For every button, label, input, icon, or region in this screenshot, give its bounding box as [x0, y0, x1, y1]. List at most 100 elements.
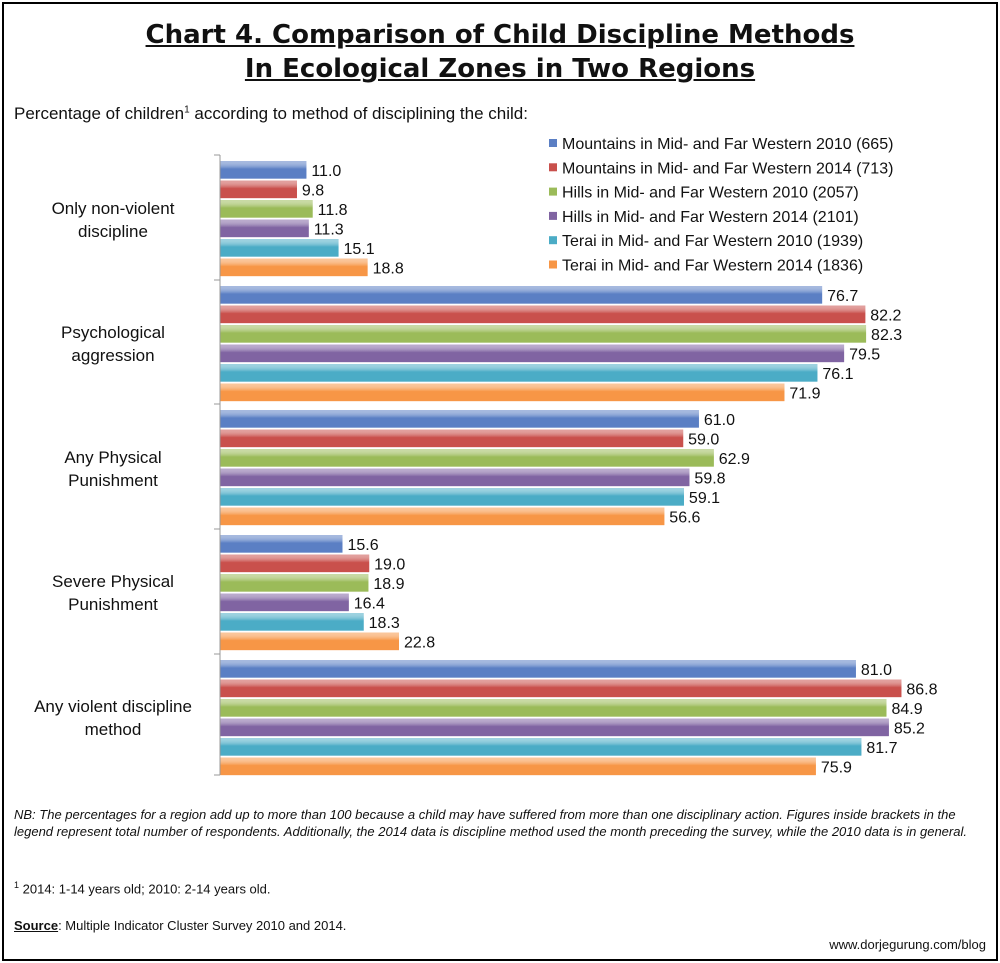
bar-shading [220, 200, 313, 218]
bar-shading [220, 554, 370, 573]
bar-shading [220, 593, 349, 612]
category-label: Any violent discipline method [34, 697, 192, 739]
bar-shading [220, 660, 856, 678]
legend-label: Mountains in Mid- and Far Western 2010 (… [562, 136, 893, 153]
data-label: 82.2 [870, 307, 901, 324]
bar-shading [220, 258, 368, 277]
category-label-line: Any Physical [64, 448, 161, 467]
bar-shading [220, 449, 714, 467]
legend-swatch [549, 236, 557, 245]
legend-swatch [549, 139, 557, 147]
bar-shading [220, 364, 818, 382]
bar-shading [220, 239, 339, 257]
category-label-line: Psychological [61, 323, 165, 342]
subtitle-text-rest: according to method of disciplining the … [189, 104, 528, 123]
blog-url: www.dorjegurung.com/blog [829, 937, 986, 952]
nb-note: NB: The percentages for a region add up … [14, 807, 967, 839]
bar-shading [220, 286, 823, 304]
legend-swatch [549, 211, 557, 220]
bar-shading [220, 507, 665, 526]
category-label-line: discipline [78, 222, 148, 241]
bar-shading [220, 468, 690, 487]
data-label: 18.9 [373, 576, 404, 593]
data-label: 81.0 [861, 662, 892, 679]
data-label: 22.8 [404, 634, 435, 651]
bar-shading [220, 535, 343, 553]
data-label: 15.1 [344, 241, 375, 258]
data-label: 59.1 [689, 490, 720, 507]
category-label: Any Physical Punishment [64, 448, 161, 490]
data-label: 71.9 [789, 385, 820, 402]
data-label: 11.8 [318, 202, 348, 219]
subtitle-text: Percentage of children [14, 104, 185, 123]
bar-shading [220, 429, 684, 448]
bar-shading [220, 219, 309, 238]
legend-label: Hills in Mid- and Far Western 2010 (2057… [562, 185, 859, 202]
bar-shading [220, 180, 297, 199]
data-label: 85.2 [894, 720, 925, 737]
chart-subtitle: Percentage of children1 according to met… [14, 104, 528, 124]
bar-shading [220, 344, 845, 363]
footnote-mark: 1 [14, 880, 20, 890]
bar-shading [220, 325, 867, 343]
bar-shading [220, 410, 699, 428]
bar-shading [220, 699, 887, 717]
category-label-line: Only non-violent [52, 199, 175, 218]
data-label: 59.8 [694, 470, 725, 487]
bar-shading [220, 632, 399, 651]
data-label: 16.4 [354, 595, 385, 612]
category-label: Psychological aggression [61, 323, 165, 365]
legend-label: Mountains in Mid- and Far Western 2014 (… [562, 160, 893, 177]
legend-swatch [549, 260, 557, 269]
category-label-line: aggression [71, 346, 154, 365]
category-label: Only non-violent discipline [52, 199, 175, 241]
source-note: Source: Multiple Indicator Cluster Surve… [14, 918, 346, 933]
data-label: 61.0 [704, 412, 735, 429]
bar-shading [220, 161, 307, 179]
data-label: 62.9 [719, 451, 750, 468]
legend-label: Terai in Mid- and Far Western 2010 (1939… [562, 233, 863, 250]
data-label: 84.9 [891, 701, 922, 718]
data-label: 75.9 [821, 759, 852, 776]
chart-title: Chart 4. Comparison of Child Discipline … [0, 18, 1000, 86]
category-label-line: Severe Physical [52, 572, 174, 591]
category-label-line: Punishment [68, 595, 158, 614]
subtitle-footnote-mark: 1 [184, 104, 190, 116]
footnote: 1 2014: 1-14 years old; 2010: 2-14 years… [14, 880, 271, 896]
bar-shading [220, 757, 816, 776]
bar-shading [220, 679, 902, 698]
category-label: Severe Physical Punishment [52, 572, 174, 614]
data-label: 11.0 [311, 163, 341, 180]
data-label: 18.8 [373, 260, 404, 277]
bar-shading [220, 718, 889, 737]
data-label: 76.1 [822, 366, 853, 383]
bar-shading [220, 305, 866, 324]
bar-shading [220, 613, 364, 631]
data-label: 81.7 [866, 740, 897, 757]
legend-swatch [549, 187, 557, 196]
source-text: : Multiple Indicator Cluster Survey 2010… [58, 918, 347, 933]
data-label: 11.3 [314, 221, 344, 238]
data-label: 59.0 [688, 431, 719, 448]
footnote-text: 2014: 1-14 years old; 2010: 2-14 years o… [19, 881, 271, 897]
data-label: 18.3 [369, 615, 400, 632]
legend-label: Terai in Mid- and Far Western 2014 (1836… [562, 258, 863, 275]
title-line-1: Chart 4. Comparison of Child Discipline … [145, 20, 855, 50]
category-label-line: Punishment [68, 471, 158, 490]
bar-shading [220, 488, 684, 506]
data-label: 79.5 [849, 346, 880, 363]
legend-swatch [549, 163, 557, 172]
category-label-line: method [85, 720, 142, 739]
data-label: 76.7 [827, 288, 858, 305]
data-label: 56.6 [669, 509, 700, 526]
bar-shading [220, 738, 862, 756]
data-label: 19.0 [374, 556, 405, 573]
category-label-line: Any violent discipline [34, 697, 192, 716]
data-label: 82.3 [871, 327, 902, 344]
data-label: 15.6 [347, 537, 378, 554]
data-label: 86.8 [906, 681, 937, 698]
source-label: Source [14, 918, 59, 933]
title-line-2: In Ecological Zones in Two Regions [244, 54, 756, 84]
bar-shading [220, 574, 369, 592]
